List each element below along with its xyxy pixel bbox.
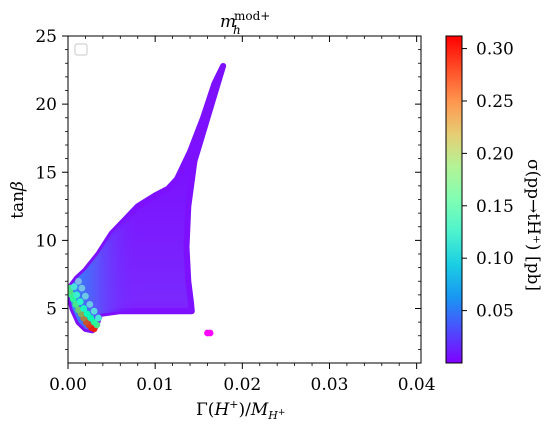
colorbar-ticks: 0.05 0.10 0.15 0.20 0.25 0.30 bbox=[462, 40, 514, 322]
x-axis-ticks: 0.00 0.01 0.02 0.03 0.04 bbox=[49, 36, 436, 395]
colorbar-tick-label: 0.20 bbox=[476, 144, 514, 164]
scatter-point bbox=[75, 306, 82, 314]
colorbar-tick-label: 0.25 bbox=[476, 92, 514, 112]
scatter-point bbox=[90, 307, 98, 315]
x-tick-label: 0.04 bbox=[398, 375, 436, 395]
scatter-point bbox=[70, 283, 78, 291]
scatter-point bbox=[80, 305, 88, 312]
y-axis-ticks: 5 10 15 20 25 bbox=[35, 27, 421, 350]
svg-text:m: m bbox=[220, 12, 236, 32]
scatter-point bbox=[82, 292, 89, 300]
colorbar-label: σ(pp→tH⁺) [pb] bbox=[523, 159, 543, 291]
scatter-region-low-tanb bbox=[68, 66, 224, 331]
svg-text:Γ(H+)/MH+: Γ(H+)/MH+ bbox=[196, 398, 285, 422]
svg-text:h: h bbox=[233, 23, 241, 37]
y-tick-label: 15 bbox=[35, 163, 57, 183]
x-tick-label: 0.02 bbox=[223, 375, 261, 395]
scatter-point bbox=[206, 329, 214, 337]
colorbar-tick-label: 0.05 bbox=[476, 302, 514, 322]
scatter-point bbox=[73, 291, 81, 299]
x-tick-label: 0.01 bbox=[136, 375, 174, 395]
svg-text:tanβ: tanβ bbox=[8, 181, 28, 219]
x-tick-label: 0.03 bbox=[311, 375, 349, 395]
colorbar-tick-label: 0.10 bbox=[476, 249, 514, 269]
y-tick-label: 5 bbox=[46, 300, 57, 320]
scatter-point bbox=[75, 277, 82, 285]
scatter-point bbox=[95, 314, 102, 322]
scatter-point bbox=[86, 301, 94, 308]
chart-title: m h mod+ bbox=[220, 9, 270, 37]
colorbar-tick-label: 0.30 bbox=[476, 40, 514, 60]
scatter-point bbox=[83, 310, 91, 318]
y-tick-label: 20 bbox=[35, 95, 57, 115]
y-tick-label: 10 bbox=[35, 231, 57, 251]
svg-text:mod+: mod+ bbox=[234, 9, 270, 23]
legend-box bbox=[74, 43, 88, 56]
scatter-point bbox=[76, 298, 84, 306]
colorbar bbox=[445, 35, 463, 364]
scatter-points bbox=[68, 277, 214, 337]
x-tick-label: 0.00 bbox=[49, 375, 87, 395]
scatter-point bbox=[78, 284, 86, 292]
y-axis-label: tanβ bbox=[8, 181, 28, 219]
y-tick-label: 25 bbox=[35, 27, 57, 47]
colorbar-tick-label: 0.15 bbox=[476, 197, 514, 217]
x-axis-label: Γ(H+)/MH+ bbox=[196, 398, 285, 422]
